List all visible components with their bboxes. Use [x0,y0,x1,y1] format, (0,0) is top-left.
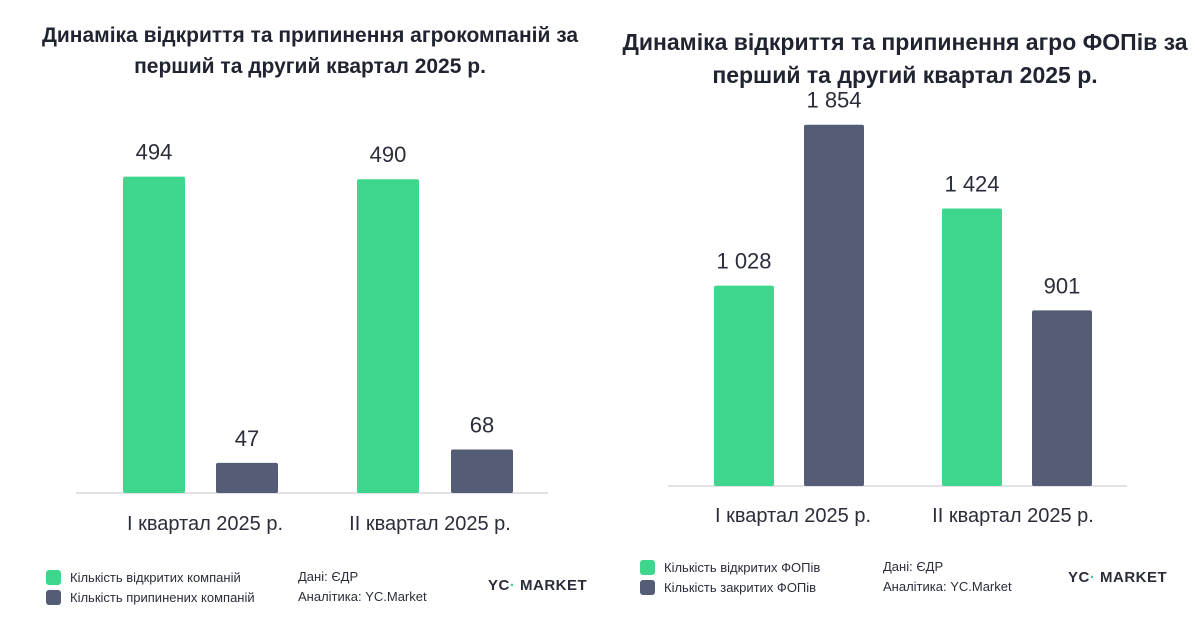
bar-opened-q1 [714,285,774,486]
legend-swatch-opened [46,569,61,585]
data-source-text: Дані: ЄДР [883,559,944,574]
logo-rest: MARKET [1095,569,1168,586]
legend-item-closed: Кількість закритих ФОПів [640,577,820,597]
bar-opened-q1 [123,176,185,493]
legend-swatch-closed [46,589,61,605]
legend-label-opened: Кількість відкритих ФОПів [664,559,821,575]
data-label-closed-q1: 1 854 [806,88,861,113]
chart-title: Динаміка відкриття та припинення агроком… [41,24,579,78]
legend-label-opened: Кількість відкритих компаній [70,569,241,585]
chart-legend: Кількість відкритих компаній Кількість п… [46,567,255,607]
bar-chart-companies: 494 47 І квартал 2025 р. 490 68 ІІ квартал 20… [76,140,548,535]
category-label-q1: І квартал 2025 р. [715,505,871,527]
bar-opened-q2 [357,179,419,493]
analytics-credit-text: Аналітика: YC.Market [883,579,1012,594]
legend-swatch-closed [640,579,655,595]
analytics-credit-text: Аналітика: YC.Market [298,589,427,604]
category-label-q1: І квартал 2025 р. [127,513,283,535]
logo-main: YC [488,577,510,594]
bar-closed-q2 [451,449,513,493]
source-note: Дані: ЄДР Аналітика: YC.Market [298,567,427,607]
logo-accent-dot: · [1089,569,1096,586]
logo-rest: MARKET [515,577,588,594]
chart-panel-companies: Динаміка відкриття та припинення агроком… [41,24,587,607]
legend-item-opened: Кількість відкритих компаній [46,567,255,587]
data-label-opened-q1: 494 [136,140,173,165]
legend-item-closed: Кількість припинених компаній [46,587,255,607]
logo-main: YC [1068,569,1090,586]
legend-item-opened: Кількість відкритих ФОПів [640,557,820,577]
logo-accent-dot: · [509,577,516,594]
bar-closed-q1 [216,462,278,493]
chart-title: Динаміка відкриття та припинення агро ФО… [622,29,1188,88]
bar-closed-q1 [804,124,864,486]
data-label-opened-q2: 1 424 [944,172,999,197]
yc-market-logo: YC· MARKET [488,577,587,594]
category-label-q2: ІІ квартал 2025 р. [349,513,511,535]
legend-swatch-opened [640,559,655,575]
source-note: Дані: ЄДР Аналітика: YC.Market [883,557,1012,597]
data-label-opened-q2: 490 [370,142,407,167]
data-label-closed-q2: 901 [1044,273,1081,298]
bar-closed-q2 [1032,310,1092,486]
legend-label-closed: Кількість припинених компаній [70,589,255,605]
legend-label-closed: Кількість закритих ФОПів [664,579,817,595]
data-source-text: Дані: ЄДР [298,569,359,584]
data-label-closed-q2: 68 [470,412,494,437]
chart-legend: Кількість відкритих ФОПів Кількість закр… [640,557,820,597]
bar-opened-q2 [942,208,1002,486]
data-label-opened-q1: 1 028 [716,249,771,274]
bar-chart-fop: 1 028 1 854 І квартал 2025 р. 1 424 901 ІІ кв… [668,88,1127,527]
yc-market-logo: YC· MARKET [1068,569,1167,586]
chart-panel-fop: Динаміка відкриття та припинення агро ФО… [600,0,1200,630]
category-label-q2: ІІ квартал 2025 р. [932,505,1094,527]
data-label-closed-q1: 47 [235,426,259,451]
